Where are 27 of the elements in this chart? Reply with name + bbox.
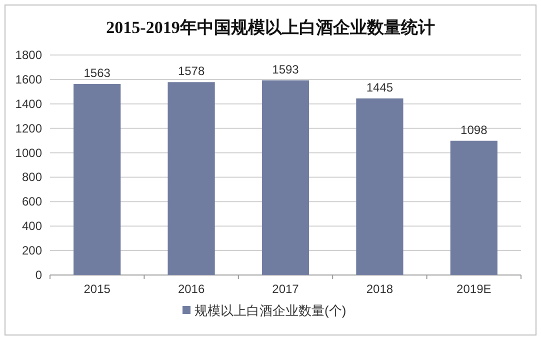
bar — [168, 82, 215, 275]
bar — [356, 98, 404, 275]
y-tick-label: 0 — [35, 268, 42, 282]
data-label: 1563 — [84, 66, 111, 80]
bar — [450, 140, 498, 275]
chart-title: 2015-2019年中国规模以上白酒企业数量统计 — [106, 18, 435, 37]
bar — [74, 84, 121, 275]
x-tick-label: 2015 — [84, 282, 111, 296]
y-tick-label: 1600 — [15, 72, 42, 86]
y-tick-label: 800 — [22, 170, 42, 184]
data-label: 1578 — [178, 64, 205, 78]
y-tick-label: 200 — [22, 244, 42, 258]
y-tick-label: 1400 — [15, 96, 42, 111]
y-tick-label: 1000 — [15, 146, 42, 160]
y-tick-label: 600 — [22, 194, 42, 209]
legend-label: 规模以上白酒企业数量(个) — [194, 303, 346, 318]
y-tick-label: 400 — [22, 219, 42, 234]
y-tick-label: 1200 — [15, 121, 42, 136]
x-tick-label: 2016 — [178, 282, 205, 296]
data-label: 1593 — [272, 62, 300, 76]
bar — [262, 80, 310, 275]
data-label: 1098 — [460, 122, 488, 137]
x-tick-label: 2018 — [366, 282, 394, 296]
x-tick-label: 2017 — [272, 282, 300, 296]
data-label: 1445 — [366, 80, 394, 94]
x-tick-label: 2019E — [456, 282, 492, 296]
y-tick-label: 1800 — [15, 48, 42, 62]
